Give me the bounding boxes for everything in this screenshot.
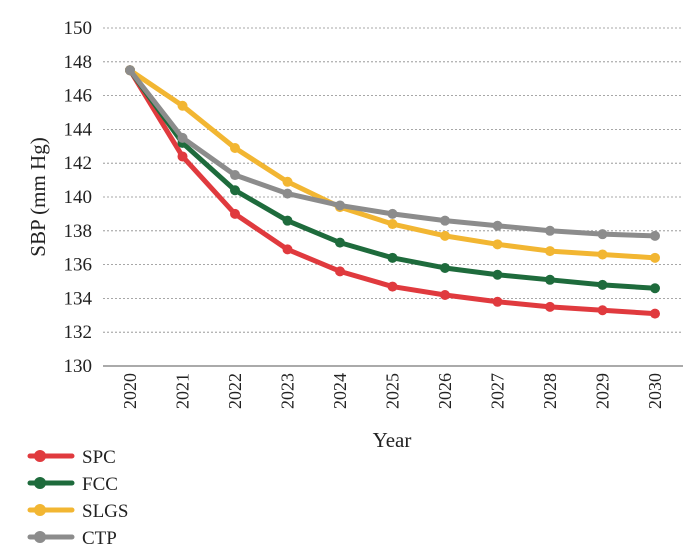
data-point [650, 252, 660, 263]
x-tick-label: 2030 [645, 373, 665, 409]
data-point [440, 262, 450, 273]
y-tick-label: 130 [64, 356, 93, 377]
x-tick-label: 2020 [120, 373, 140, 409]
series-line-spc [127, 67, 658, 317]
data-point [545, 246, 555, 257]
x-tick-label: 2022 [225, 373, 245, 409]
y-axis-label: SBP (mm Hg) [26, 137, 50, 256]
data-point [125, 65, 135, 76]
y-tick-label: 132 [64, 322, 93, 343]
x-tick-label: 2025 [383, 373, 403, 409]
data-point [650, 308, 660, 319]
x-tick-label: 2026 [435, 373, 455, 409]
data-point [597, 249, 608, 260]
data-point [650, 230, 660, 241]
y-tick-label: 134 [64, 288, 93, 309]
data-point [282, 215, 293, 226]
data-point [335, 200, 345, 211]
data-point [492, 296, 503, 307]
x-tick-label: 2021 [173, 373, 193, 409]
legend-label: CTP [82, 528, 117, 549]
data-point [282, 244, 293, 255]
x-tick-label: 2027 [488, 373, 508, 409]
data-point [492, 239, 503, 250]
legend-swatch-marker [34, 531, 46, 543]
y-axis-ticks: 130 132 134 136 138 140 142 144 146 148 150 [64, 18, 93, 377]
legend-label: SPC [82, 447, 116, 468]
data-point [597, 279, 608, 290]
y-tick-label: 138 [64, 221, 93, 242]
data-point [650, 283, 660, 294]
data-point [335, 237, 345, 248]
grid [103, 27, 683, 367]
series-ctp [125, 65, 660, 241]
data-point [335, 266, 345, 277]
data-point [597, 305, 608, 316]
x-axis-label: Year [373, 428, 412, 452]
x-axis-ticks: 2020 2021 2022 2023 2024 2025 2026 2027 2028 2029… [120, 373, 665, 409]
series-spc [125, 65, 660, 319]
y-tick-label: 146 [64, 86, 93, 107]
data-point [387, 219, 398, 230]
data-point [545, 225, 555, 236]
data-point [492, 220, 503, 231]
data-point [387, 281, 398, 292]
data-point [440, 230, 450, 241]
data-point [230, 170, 240, 181]
data-point [230, 185, 240, 196]
data-point [230, 208, 240, 219]
legend-item-ctp: CTP [27, 528, 117, 549]
y-tick-label: 140 [64, 187, 93, 208]
data-point [177, 100, 188, 111]
legend-swatch-marker [34, 450, 46, 462]
data-point [387, 208, 398, 219]
y-tick-label: 150 [64, 18, 93, 39]
series [125, 65, 660, 319]
data-point [440, 290, 450, 301]
y-tick-label: 142 [64, 153, 93, 174]
x-tick-label: 2029 [593, 373, 613, 409]
data-point [177, 132, 188, 143]
data-point [545, 274, 555, 285]
legend-item-spc: SPC [27, 447, 116, 468]
data-point [545, 301, 555, 312]
y-tick-label: 136 [64, 255, 93, 276]
data-point [387, 252, 398, 263]
legend-label: FCC [82, 474, 118, 495]
data-point [440, 215, 450, 226]
x-tick-label: 2023 [278, 373, 298, 409]
x-tick-label: 2028 [540, 373, 560, 409]
legend: SPC FCC SLGS CTP [27, 447, 128, 549]
y-tick-label: 148 [64, 52, 93, 73]
data-point [282, 176, 293, 187]
x-tick-label: 2024 [330, 373, 350, 409]
legend-swatch-marker [34, 477, 46, 489]
legend-label: SLGS [82, 501, 128, 522]
data-point [597, 229, 608, 240]
legend-item-fcc: FCC [27, 474, 118, 495]
legend-swatch-marker [34, 504, 46, 516]
data-point [230, 142, 240, 153]
y-tick-label: 144 [64, 119, 93, 140]
data-point [492, 269, 503, 280]
legend-item-slgs: SLGS [27, 501, 128, 522]
data-point [177, 151, 188, 162]
data-point [282, 188, 293, 199]
